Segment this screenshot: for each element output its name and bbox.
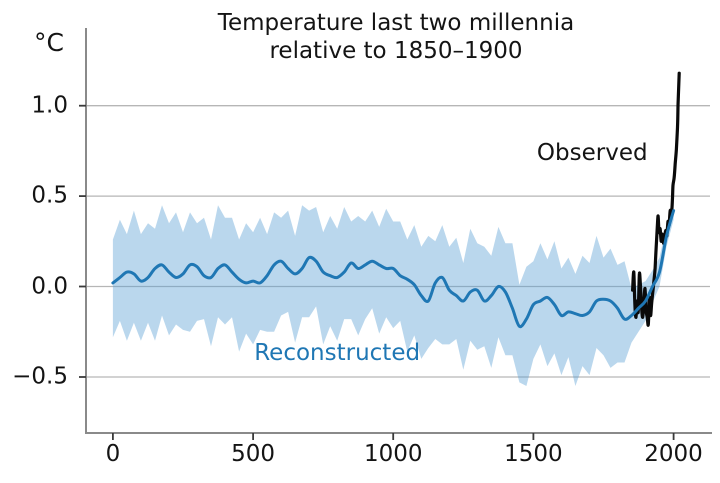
x-axis-tick-label: 1000	[363, 441, 423, 467]
uncertainty-band	[112, 201, 674, 386]
x-axis-tick-label: 1500	[504, 441, 563, 467]
chart-title-line-2: relative to 1850–1900	[269, 38, 523, 64]
x-tick-marks	[112, 433, 675, 440]
chart-title-line-1: Temperature last two millennia	[217, 10, 575, 36]
x-axis-tick-label: 500	[231, 441, 276, 467]
y-axis-tick-label: 0.5	[31, 182, 68, 209]
gridlines	[86, 105, 710, 378]
y-axis-tick-label: 1.0	[31, 92, 68, 119]
y-axis-unit-label: °C	[34, 28, 64, 57]
y-tick-marks	[79, 104, 86, 378]
observed-line	[631, 71, 681, 327]
observed-series-label: Observed	[536, 139, 648, 166]
y-axis-tick-label: −0.5	[12, 363, 68, 390]
x-axis-tick-label: 0	[105, 441, 121, 467]
reconstructed-series-label: Reconstructed	[254, 340, 421, 367]
x-axis-tick-label: 2000	[644, 441, 703, 467]
reconstructed-line	[111, 209, 676, 329]
y-axis-tick-label: 0.0	[31, 273, 68, 300]
